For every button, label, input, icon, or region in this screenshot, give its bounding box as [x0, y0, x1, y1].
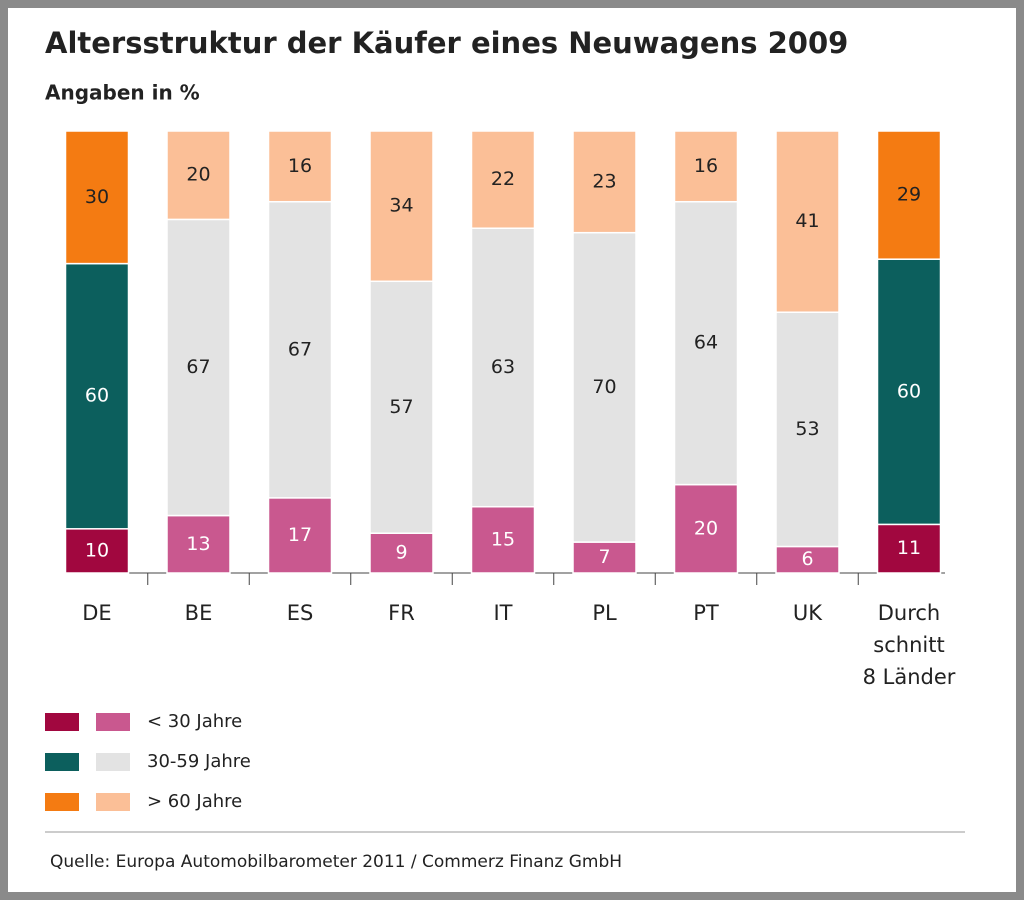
value-label: 67	[288, 338, 312, 360]
bar-segment	[876, 258, 942, 526]
bar-segment	[64, 262, 130, 530]
value-label: 20	[186, 164, 210, 186]
x-tick-label: Durch schnitt 8 Länder	[862, 601, 956, 689]
x-tick-label: DE	[82, 601, 112, 625]
bar-segment	[876, 523, 942, 574]
chart-subtitle: Angaben in %	[45, 81, 200, 105]
bar-segment	[166, 514, 231, 574]
value-label: 29	[897, 184, 921, 206]
value-label: 6	[801, 548, 813, 570]
bar-segment	[673, 483, 739, 574]
value-label: 15	[491, 528, 515, 550]
value-label: 20	[694, 517, 718, 539]
chart-title: Altersstruktur der Käufer eines Neuwagen…	[45, 26, 848, 60]
x-tick-label: FR	[388, 601, 415, 625]
value-label: 22	[491, 168, 515, 190]
value-label: 67	[186, 356, 210, 378]
bar-segment	[673, 130, 739, 203]
value-label: 9	[395, 542, 407, 564]
x-tick-label: UK	[792, 601, 823, 625]
value-label: 10	[85, 539, 109, 561]
bar-segment	[369, 280, 434, 534]
bar-segment	[775, 130, 840, 313]
bar-segment	[673, 200, 739, 486]
legend-swatch	[96, 753, 130, 771]
bar-segment	[166, 130, 231, 221]
bar-segment	[369, 130, 434, 283]
value-label: 23	[592, 170, 616, 192]
value-label: 70	[592, 376, 616, 398]
value-label: 30	[85, 186, 109, 208]
bar-segment	[470, 505, 536, 574]
x-tick-label: IT	[493, 601, 513, 625]
legend-swatch	[96, 713, 130, 731]
bar-segment	[876, 130, 942, 260]
value-label: 16	[288, 155, 312, 177]
value-label: 53	[795, 418, 819, 440]
x-tick-label: BE	[184, 601, 213, 625]
bar-segment	[572, 541, 637, 574]
bar-segment	[470, 130, 536, 229]
bar-segment	[369, 532, 434, 574]
value-label: 17	[288, 524, 312, 546]
x-tick-label: PT	[693, 601, 719, 625]
bar-segment	[64, 130, 130, 265]
legend-swatch	[45, 713, 79, 731]
bar-segment	[572, 130, 637, 234]
value-label: 11	[897, 537, 921, 559]
bar-segment	[470, 227, 536, 508]
value-label: 60	[897, 380, 921, 402]
value-label: 64	[694, 332, 718, 354]
value-label: 7	[598, 546, 610, 568]
bar-segment	[166, 218, 231, 517]
legend-label: > 60 Jahre	[147, 791, 242, 812]
legend-swatch	[96, 793, 130, 811]
value-label: 13	[186, 533, 210, 555]
value-label: 63	[491, 356, 515, 378]
source: Quelle: Europa Automobilbarometer 2011 /…	[50, 852, 622, 872]
value-label: 41	[795, 210, 819, 232]
value-label: 16	[694, 155, 718, 177]
bar-segment	[572, 231, 637, 543]
value-label: 34	[389, 195, 413, 217]
legend-label: < 30 Jahre	[147, 711, 242, 732]
bar-segment	[775, 545, 840, 574]
bar-segment	[267, 497, 333, 574]
bar-segment	[267, 130, 333, 203]
x-tick-label: PL	[592, 601, 617, 625]
bar-segment	[267, 200, 333, 499]
value-label: 60	[85, 385, 109, 407]
legend-swatch	[45, 753, 79, 771]
legend-swatch	[45, 793, 79, 811]
x-tick-label: ES	[286, 601, 314, 625]
value-label: 57	[389, 396, 413, 418]
legend-label: 30-59 Jahre	[147, 751, 251, 772]
